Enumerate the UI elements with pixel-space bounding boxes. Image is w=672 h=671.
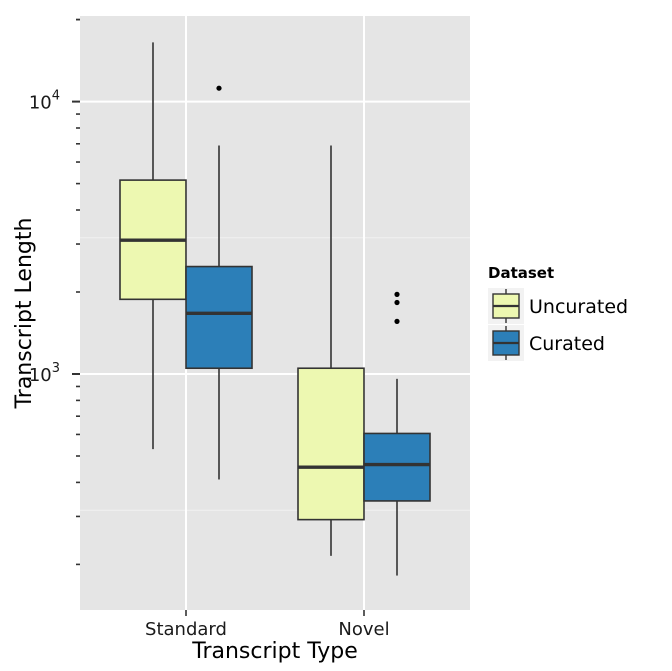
y-tick-label: 103: [29, 361, 60, 386]
legend-key-curated: Curated: [488, 325, 605, 361]
axes-layer: 103 104 Standard Novel: [29, 18, 390, 640]
y-axis-title: Transcript Length: [12, 218, 37, 410]
boxes-layer: [119, 42, 431, 576]
box-uncurated-novel: [297, 145, 365, 556]
outlier-point: [216, 85, 222, 91]
legend-title: Dataset: [488, 264, 554, 282]
box-curated-standard: [185, 85, 253, 480]
legend-label: Curated: [529, 333, 605, 355]
box-body: [185, 265, 253, 370]
box-body: [363, 432, 431, 502]
box-curated-novel: [363, 291, 431, 576]
legend-label: Uncurated: [529, 296, 628, 318]
box-body: [297, 367, 365, 521]
outlier-point: [394, 299, 400, 306]
box-uncurated-standard: [119, 42, 187, 450]
plot-panel: [80, 16, 470, 610]
legend: Dataset Uncurated Curated: [488, 264, 628, 361]
legend-key-uncurated: Uncurated: [488, 288, 628, 324]
x-axis-title: Transcript Type: [191, 639, 358, 664]
x-tick-label: Novel: [338, 619, 389, 640]
x-tick-label: Standard: [145, 619, 227, 640]
y-tick-label: 104: [29, 89, 60, 114]
outlier-point: [394, 291, 400, 297]
outlier-point: [394, 318, 400, 324]
